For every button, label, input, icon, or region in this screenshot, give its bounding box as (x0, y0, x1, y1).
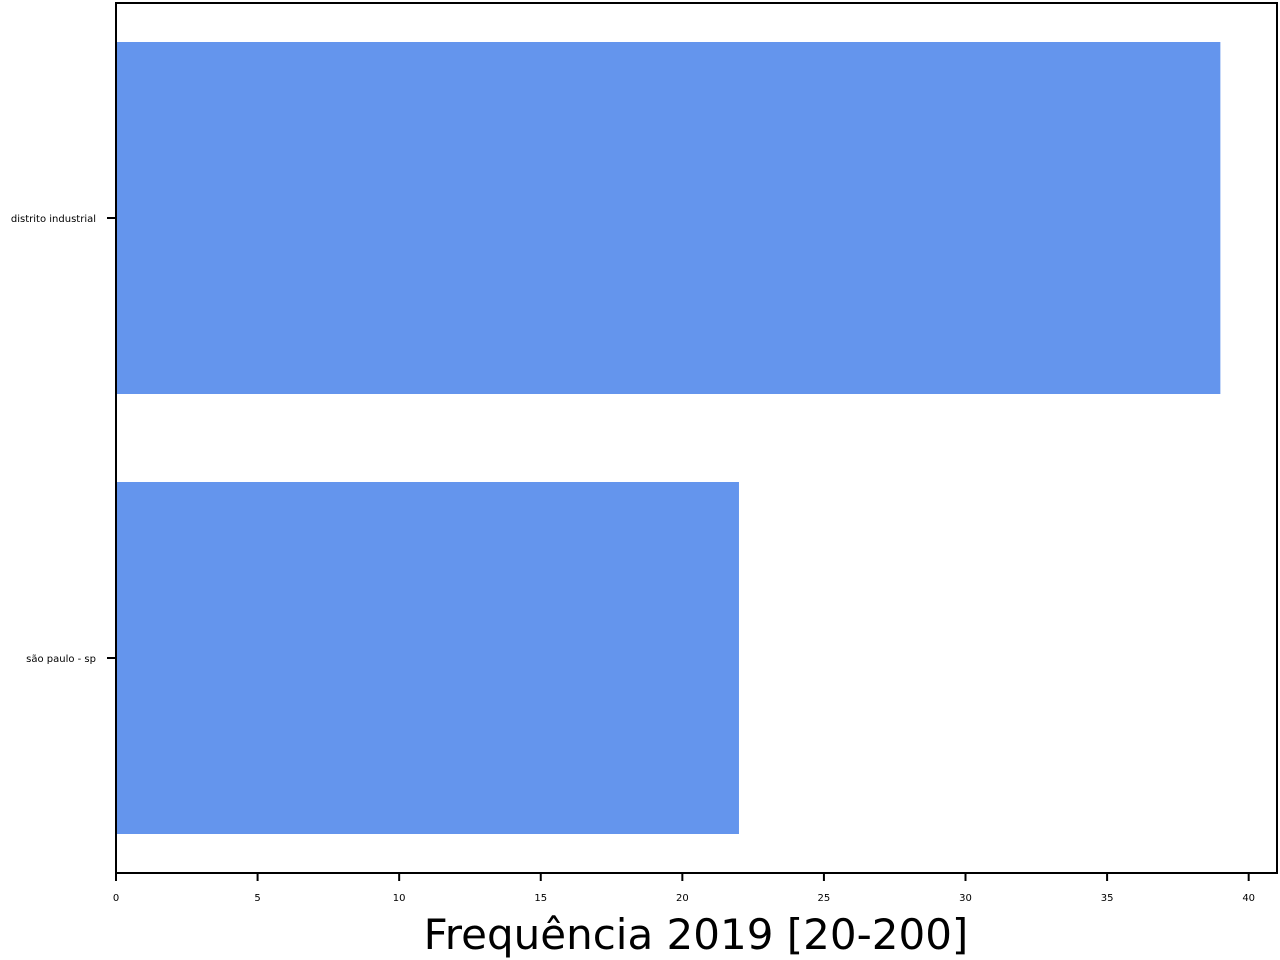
x-tick-label: 20 (676, 893, 689, 904)
x-tick-label: 25 (818, 893, 831, 904)
x-tick-label: 15 (534, 893, 547, 904)
plot-frame (115, 2, 1278, 874)
x-axis-ticks: 0 5 10 15 20 25 30 35 40 (113, 873, 1255, 904)
bars-group (116, 42, 1221, 834)
x-tick-label: 10 (393, 893, 406, 904)
x-tick-label: 0 (113, 893, 119, 904)
y-tick-label: distrito industrial (11, 214, 96, 225)
bar (116, 42, 1221, 394)
x-tick-label: 35 (1101, 893, 1114, 904)
bar (116, 482, 739, 834)
y-axis-ticks: distrito industrial são paulo - sp (11, 214, 116, 665)
x-axis-title: Frequência 2019 [20-200] (424, 910, 969, 959)
x-tick-label: 30 (959, 893, 972, 904)
y-tick-label: são paulo - sp (26, 654, 96, 665)
x-tick-label: 40 (1242, 893, 1255, 904)
x-tick-label: 5 (254, 893, 260, 904)
